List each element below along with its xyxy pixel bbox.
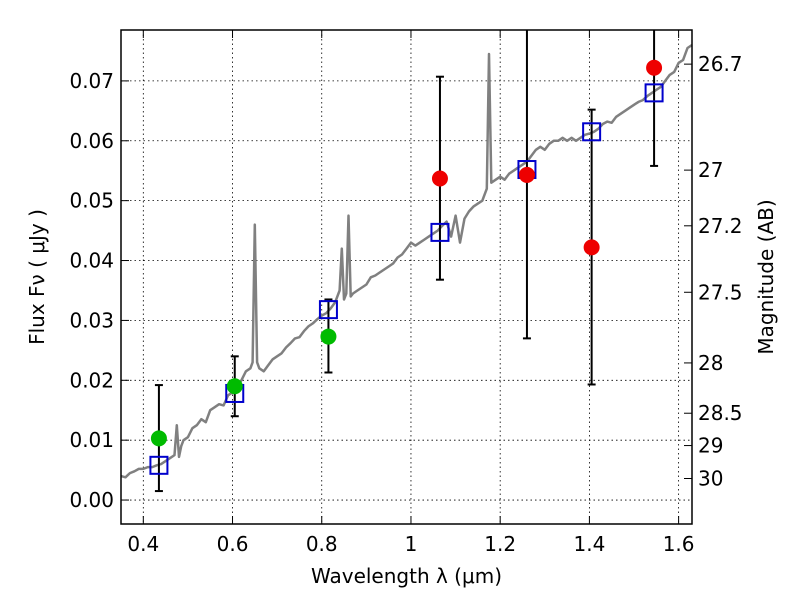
y2-tick-label: 28 [698, 351, 723, 375]
y-tick-label: 0.06 [69, 129, 114, 153]
y-tick-label: 0.05 [69, 189, 114, 213]
upper-limit-point [646, 59, 663, 76]
x-tick-label: 1.6 [663, 532, 695, 556]
upper-limit-point [518, 166, 535, 183]
x-tick-label: 0.6 [217, 532, 249, 556]
y-tick-label: 0.00 [69, 488, 114, 512]
detection-point [226, 378, 243, 395]
y2-tick-label: 28.5 [698, 401, 743, 425]
x-tick-label: 0.4 [127, 532, 159, 556]
detection-point [150, 430, 167, 447]
y-tick-label: 0.01 [69, 428, 114, 452]
y2-tick-label: 30 [698, 466, 723, 490]
y2-tick-label: 29 [698, 434, 723, 458]
x-axis-title: Wavelength λ (μm) [311, 564, 502, 588]
x-tick-label: 1.2 [484, 532, 516, 556]
detection-point [320, 328, 337, 345]
y-tick-label: 0.03 [69, 308, 114, 332]
model-photometry-square [430, 222, 450, 242]
spectrum-line [120, 43, 693, 479]
markers-layer [149, 59, 664, 475]
spectrum-layer [120, 43, 693, 479]
y-axis-title: Flux Fν ( μJy ) [25, 209, 49, 345]
x-tick-label: 1 [405, 532, 418, 556]
grid-lines [121, 30, 692, 524]
ticks-layer: 0.4 0.6 0.8 1 1.2 1.4 1.6 0.00 0.01 0.02 0.03 0.04 0… [69, 30, 743, 556]
model-photometry-square [149, 455, 169, 475]
y2-tick-label: 27.5 [698, 280, 743, 304]
model-photometry-square [318, 300, 338, 320]
x-tick-label: 0.8 [306, 532, 338, 556]
plot-frame [120, 29, 693, 525]
model-photometry-square [582, 122, 602, 142]
model-photometry-square [644, 83, 664, 103]
upper-limit-point [583, 239, 600, 256]
y-tick-label: 0.02 [69, 368, 114, 392]
y2-axis-title: Magnitude (AB) [754, 199, 778, 354]
y-tick-label: 0.04 [69, 249, 114, 273]
upper-limit-point [431, 170, 448, 187]
y2-tick-label: 27 [698, 158, 723, 182]
x-tick-label: 1.4 [573, 532, 605, 556]
y-tick-label: 0.07 [69, 69, 114, 93]
y2-tick-label: 27.2 [698, 214, 743, 238]
y2-tick-label: 26.7 [698, 52, 743, 76]
